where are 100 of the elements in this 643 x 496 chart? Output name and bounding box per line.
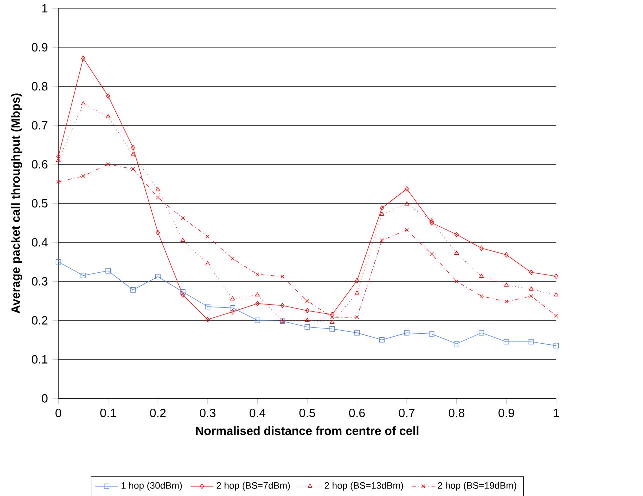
point [156,187,160,192]
point [81,56,86,61]
y-tick-label: 0.6 [32,160,48,169]
point [56,180,61,184]
point [230,305,236,311]
point [156,274,161,280]
point [280,274,285,279]
point [504,282,509,287]
x-tick-label: 0 [56,408,62,418]
point [156,230,160,236]
x-tick-label: 0.8 [448,408,465,418]
point [454,250,460,255]
point [480,294,484,298]
x-tick-label: 0.1 [100,408,116,418]
point [56,259,62,264]
point [205,304,211,310]
x-tick-label: 0.4 [250,408,266,418]
point [230,296,236,300]
y-tick-label: 0.9 [32,43,48,52]
point [404,330,410,336]
point [404,201,410,206]
point [304,324,310,330]
x-tick-label: 1 [554,408,560,417]
y-axis-title: Average packet call throughput (Mbps) [11,94,22,314]
y-tick-label: 0.3 [32,277,48,286]
point [306,298,310,303]
point [181,216,185,220]
point [206,316,210,322]
point [305,308,310,314]
point [106,268,112,274]
point [131,144,136,150]
point [80,272,86,278]
point [380,212,384,216]
point [528,339,534,344]
y-tick-label: 0.7 [32,121,48,130]
x-tick-label: 0.2 [150,408,166,418]
point [430,252,434,256]
point [131,167,136,171]
x-tick-label: 0.7 [399,408,415,418]
point [81,101,86,106]
point [180,289,186,295]
point [554,343,560,348]
legend-label: 2 hop (BS=13dBm) [324,482,404,491]
point [330,326,336,332]
point [106,93,110,99]
point [380,238,384,242]
point [380,337,385,342]
y-tick-label: 0.2 [32,316,48,325]
point [480,246,484,251]
point [230,256,235,261]
point [429,331,435,337]
x-axis-title: Normalised distance from centre of cell [196,426,419,436]
point [280,302,285,308]
x-tick-label: 0.3 [200,408,216,418]
point [106,114,111,118]
point [530,294,534,298]
x-tick-label: 0.5 [300,408,316,418]
point [130,152,136,156]
legend-label: 1 hop (30dBm) [122,482,182,491]
point [529,270,534,276]
y-tick-label: 0.8 [32,82,48,91]
point [454,232,459,238]
point [106,162,110,166]
point [230,309,235,314]
y-tick-label: 1 [42,4,48,12]
point [479,330,484,336]
point [355,315,360,320]
point [504,339,510,344]
legend-label: 2 hop (BS=19dBm) [438,482,516,491]
point [430,218,434,222]
point [82,174,86,178]
point [554,314,558,318]
y-tick-label: 0.1 [32,355,48,364]
point [404,186,410,192]
legend-label: 2 hop (BS=7dBm) [216,482,290,491]
x-tick-label: 0.9 [498,408,514,418]
point [504,300,509,304]
y-tick-label: 0 [42,394,48,403]
y-tick-label: 0.5 [32,199,48,208]
point [380,205,384,211]
point [430,220,434,226]
point [206,234,210,238]
point [156,196,160,200]
point [354,290,360,294]
point [305,318,310,322]
point [354,330,360,336]
point [554,292,559,296]
point [504,252,509,258]
point [405,228,410,232]
point [256,300,260,306]
point [454,279,459,284]
point [454,341,460,346]
point [255,318,260,323]
point [255,292,260,296]
point [130,287,136,293]
x-tick-label: 0.6 [349,408,366,418]
point [529,286,534,291]
point [206,261,210,266]
point [355,278,360,284]
y-tick-label: 0.4 [32,238,48,247]
